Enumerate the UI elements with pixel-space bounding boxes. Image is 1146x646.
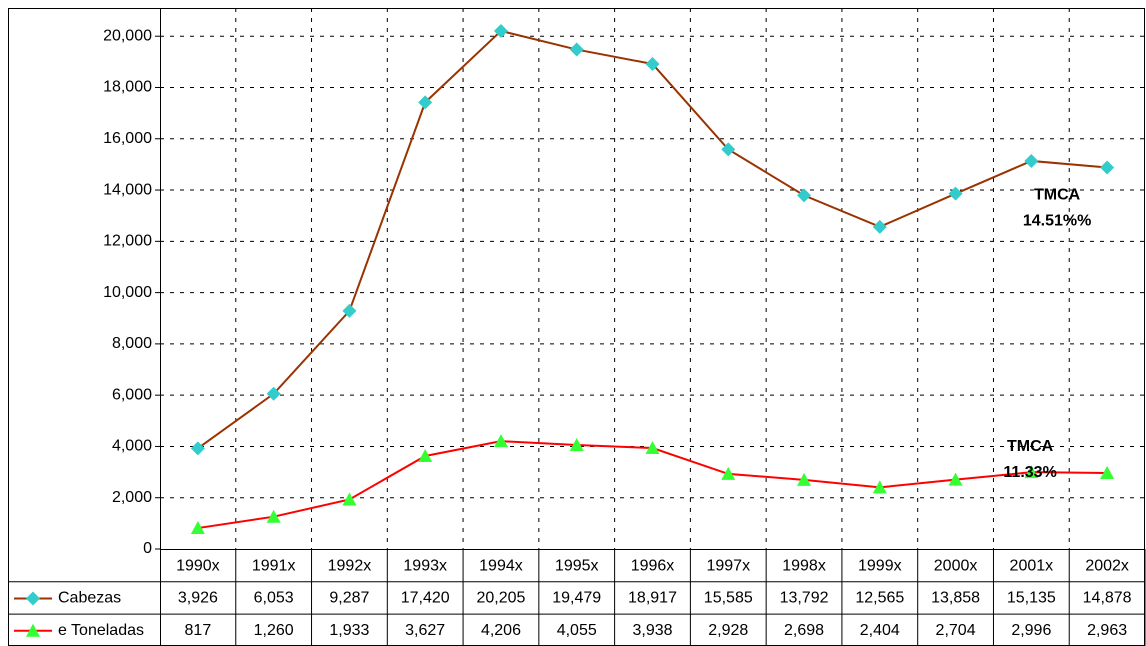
marker bbox=[721, 142, 736, 157]
y-tick-label: 16,000 bbox=[103, 130, 152, 147]
x-tick-label: 1998x bbox=[782, 557, 826, 574]
marker bbox=[797, 188, 812, 203]
x-tick-label: 1992x bbox=[328, 557, 372, 574]
y-tick-label: 4,000 bbox=[112, 438, 152, 455]
y-tick-label: 2,000 bbox=[112, 489, 152, 506]
marker bbox=[418, 95, 433, 110]
annotation: 11.33% bbox=[1003, 464, 1056, 481]
table-value: 13,792 bbox=[780, 590, 829, 607]
table-value: 2,963 bbox=[1087, 622, 1127, 639]
marker bbox=[190, 441, 205, 456]
table-value: 2,996 bbox=[1011, 622, 1051, 639]
marker bbox=[721, 466, 736, 480]
y-tick-label: 14,000 bbox=[103, 181, 152, 198]
marker bbox=[266, 386, 281, 401]
marker bbox=[26, 591, 40, 606]
table-value: 3,926 bbox=[178, 590, 218, 607]
x-tick-label: 1990x bbox=[176, 557, 220, 574]
table-value: 3,938 bbox=[632, 622, 672, 639]
marker bbox=[266, 509, 281, 523]
marker bbox=[493, 23, 508, 38]
marker bbox=[1100, 466, 1115, 480]
table-value: 18,917 bbox=[628, 590, 677, 607]
table-value: 817 bbox=[185, 622, 212, 639]
marker bbox=[1100, 160, 1115, 175]
legend-label: e Toneladas bbox=[58, 622, 144, 639]
marker bbox=[872, 480, 887, 494]
y-tick-label: 12,000 bbox=[103, 233, 152, 250]
table-value: 15,585 bbox=[704, 590, 753, 607]
marker bbox=[190, 521, 205, 535]
y-tick-label: 6,000 bbox=[112, 386, 152, 403]
marker bbox=[493, 434, 508, 448]
x-tick-label: 1994x bbox=[479, 557, 523, 574]
table-value: 2,698 bbox=[784, 622, 824, 639]
series-line bbox=[197, 440, 1108, 530]
table-value: 4,206 bbox=[481, 622, 521, 639]
table-value: 14,878 bbox=[1083, 590, 1132, 607]
marker bbox=[1024, 153, 1039, 168]
y-tick-label: 10,000 bbox=[103, 284, 152, 301]
y-tick-label: 18,000 bbox=[103, 79, 152, 96]
table-value: 3,627 bbox=[405, 622, 445, 639]
x-tick-label: 2000x bbox=[934, 557, 978, 574]
marker bbox=[342, 303, 357, 318]
marker bbox=[1024, 465, 1039, 479]
annotation: TMCA bbox=[1034, 187, 1081, 204]
table-value: 2,928 bbox=[708, 622, 748, 639]
table-value: 4,055 bbox=[557, 622, 597, 639]
marker bbox=[872, 219, 887, 234]
table-value: 6,053 bbox=[254, 590, 294, 607]
y-tick-label: 0 bbox=[143, 540, 152, 557]
table-value: 2,404 bbox=[860, 622, 900, 639]
table-value: 17,420 bbox=[401, 590, 450, 607]
table-value: 19,479 bbox=[552, 590, 601, 607]
x-tick-label: 1995x bbox=[555, 557, 599, 574]
table-value: 1,260 bbox=[254, 622, 294, 639]
y-tick-label: 20,000 bbox=[103, 27, 152, 44]
marker bbox=[948, 472, 963, 486]
x-tick-label: 1996x bbox=[631, 557, 675, 574]
x-tick-label: 2001x bbox=[1010, 557, 1054, 574]
y-tick-label: 8,000 bbox=[112, 335, 152, 352]
marker bbox=[569, 438, 584, 452]
table-value: 20,205 bbox=[476, 590, 525, 607]
table-value: 12,565 bbox=[855, 590, 904, 607]
marker bbox=[342, 492, 357, 506]
marker bbox=[948, 186, 963, 201]
marker bbox=[645, 56, 660, 71]
annotation: TMCA bbox=[1007, 438, 1054, 455]
table-value: 13,858 bbox=[931, 590, 980, 607]
table-value: 15,135 bbox=[1007, 590, 1056, 607]
marker bbox=[418, 449, 433, 463]
marker bbox=[797, 472, 812, 486]
marker bbox=[645, 441, 660, 455]
series-line bbox=[197, 29, 1108, 450]
table-value: 2,704 bbox=[936, 622, 976, 639]
marker bbox=[26, 623, 40, 637]
annotation: 14.51%% bbox=[1023, 213, 1092, 230]
x-tick-label: 1999x bbox=[858, 557, 902, 574]
x-tick-label: 1997x bbox=[706, 557, 750, 574]
x-tick-label: 1993x bbox=[403, 557, 447, 574]
table-value: 1,933 bbox=[329, 622, 369, 639]
table-value: 9,287 bbox=[329, 590, 369, 607]
legend-label: Cabezas bbox=[58, 590, 121, 607]
x-tick-label: 1991x bbox=[252, 557, 296, 574]
marker bbox=[569, 42, 584, 57]
x-tick-label: 2002x bbox=[1085, 557, 1129, 574]
